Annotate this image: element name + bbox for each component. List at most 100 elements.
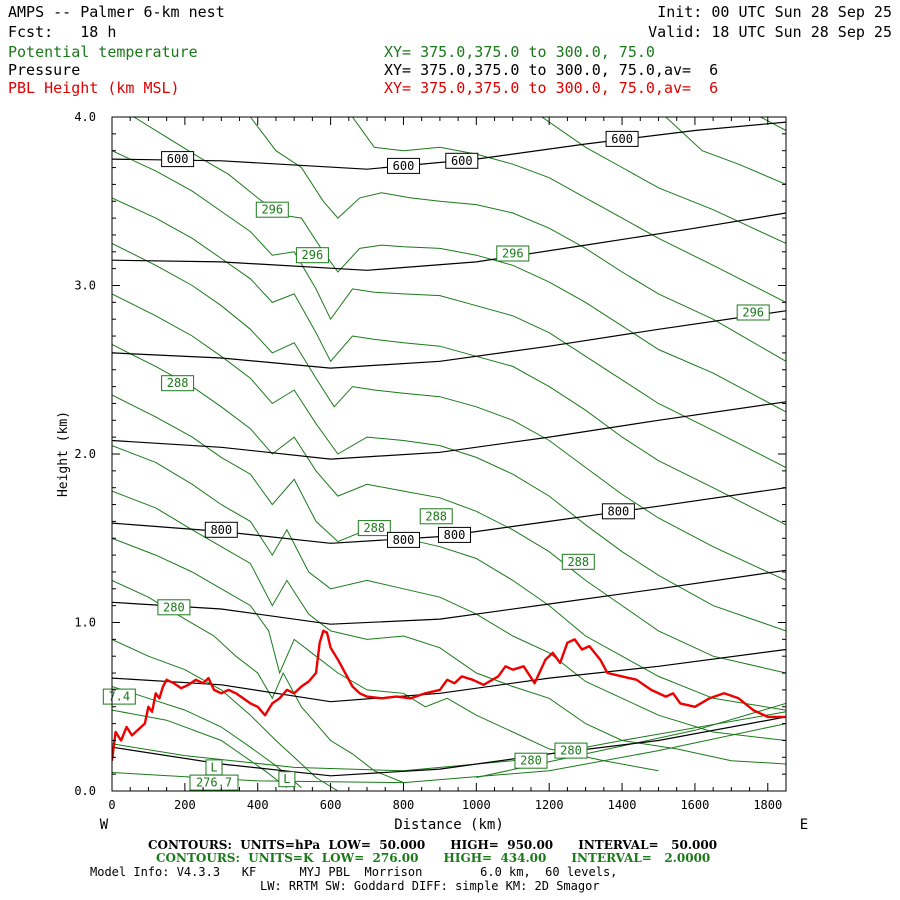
footer-pressure-contours: CONTOURS: UNITS=hPa LOW= 50.000 HIGH= 95… (148, 838, 718, 852)
footer-physics-info: LW: RRTM SW: Goddard DIFF: simple KM: 2D… (260, 879, 600, 893)
theta-contour-306 (112, 150, 786, 468)
east-label: E (800, 817, 808, 833)
pressure-contour-label: 800 (204, 521, 238, 538)
theta-contour-label: 296 (255, 201, 289, 218)
y-tick-label: 1.0 (74, 616, 96, 630)
pressure-contour-600 (112, 212, 786, 271)
svg-text:296: 296 (502, 247, 524, 261)
x-tick-label: 1200 (535, 798, 564, 812)
footer-model-info: Model Info: V4.3.3 KF MYJ PBL Morrison 6… (90, 865, 618, 879)
pressure-contour-700 (112, 401, 786, 460)
pressure-contour-label: 800 (387, 531, 420, 548)
svg-text:280: 280 (560, 744, 582, 758)
svg-text:276.7: 276.7 (196, 776, 232, 790)
axes: 0 200 400 600 800 1000 1200 1400 1600 1800 0.0 1.0 2… (74, 110, 786, 812)
theta-contour-302 (112, 242, 786, 581)
svg-text:600: 600 (451, 154, 473, 168)
theta-contour-label: 280 (514, 752, 548, 769)
svg-text:7.4: 7.4 (108, 690, 130, 704)
theta-contour-label: L (205, 759, 223, 776)
y-axis-label: Height (km) (56, 411, 71, 497)
theta-contour-label: L (278, 771, 296, 788)
theta-contour-294 (112, 445, 786, 741)
legend-pressure-xy: XY= 375.0,375.0 to 300.0, 75.0,av= 6 (384, 61, 719, 79)
svg-text:288: 288 (363, 521, 385, 535)
theta-contour-label: 280 (157, 599, 191, 616)
valid-time: Valid: 18 UTC Sun 28 Sep 25 (648, 23, 892, 41)
pressure-contour-label: 600 (387, 157, 420, 174)
pressure-contour-label: 600 (445, 152, 479, 169)
theta-contour-288 (112, 579, 404, 784)
forecast-hour: Fcst: 18 h (8, 23, 117, 41)
pressure-contour-label: 800 (601, 503, 635, 520)
svg-text:L: L (210, 760, 217, 774)
footer-theta-contours: CONTOURS: UNITS=K LOW= 276.00 HIGH= 434.… (156, 851, 711, 865)
pbl-height-series (112, 629, 786, 761)
pressure-contour-label: 600 (161, 151, 195, 168)
legend-pbl-name: PBL Height (km MSL) (8, 79, 180, 97)
y-tick-label: 0.0 (74, 784, 96, 798)
legend-theta-xy: XY= 375.0,375.0 to 300.0, 75.0 (384, 43, 655, 61)
theta-contour-282 (112, 709, 288, 788)
legend-pbl-xy: XY= 375.0,375.0 to 300.0, 75.0,av= 6 (384, 79, 719, 97)
theta-contour-310 (250, 117, 786, 362)
pressure-contour-label: 600 (605, 130, 639, 147)
svg-text:L: L (283, 772, 290, 786)
svg-text:800: 800 (444, 528, 466, 542)
pressure-contour-650 (112, 310, 786, 369)
theta-contour-292 (112, 490, 786, 765)
theta-contour-314 (541, 117, 786, 244)
x-tick-label: 400 (247, 798, 269, 812)
y-tick-label: 2.0 (74, 447, 96, 461)
pbl-height-line (112, 629, 786, 761)
svg-text:800: 800 (210, 523, 232, 537)
theta-contour-284 (112, 686, 302, 788)
svg-text:296: 296 (742, 306, 764, 320)
svg-text:800: 800 (608, 504, 630, 518)
x-tick-label: 1800 (753, 798, 782, 812)
contour-labels: 296 296 296 296 288 288 288 288 280 280 280 7.4 L 276… (102, 130, 770, 791)
west-label: W (100, 817, 109, 833)
theta-contour-290 (112, 537, 659, 772)
legend-theta-name: Potential temperature (8, 43, 198, 61)
x-axis-label: Distance (km) (394, 817, 504, 833)
svg-text:600: 600 (611, 132, 633, 146)
x-tick-label: 200 (174, 798, 196, 812)
svg-text:288: 288 (425, 509, 447, 523)
theta-contour-label: 288 (161, 375, 195, 392)
x-tick-label: 1000 (462, 798, 491, 812)
theta-contour-label: 288 (357, 520, 391, 537)
y-tick-label: 3.0 (74, 279, 96, 293)
svg-text:296: 296 (261, 203, 283, 217)
theta-contour-label: 288 (419, 508, 453, 525)
svg-text:288: 288 (567, 555, 589, 569)
svg-text:280: 280 (163, 600, 185, 614)
theta-contour-308 (133, 117, 786, 413)
x-tick-label: 1600 (680, 798, 709, 812)
y-tick-label: 4.0 (74, 110, 96, 124)
pressure-contour-800 (112, 569, 786, 625)
theta-contour-298 (112, 344, 786, 674)
svg-text:280: 280 (520, 754, 542, 768)
legend-pressure-name: Pressure (8, 61, 81, 79)
header-title: AMPS -- Palmer 6-km nest (8, 3, 225, 21)
theta-contour-312 (352, 117, 786, 303)
svg-text:288: 288 (167, 376, 189, 390)
x-tick-label: 1400 (608, 798, 637, 812)
x-tick-label: 600 (320, 798, 342, 812)
theta-contour-label: 296 (496, 245, 530, 262)
theta-contour-316 (665, 117, 786, 185)
theta-contour-label: 296 (295, 247, 329, 264)
svg-text:600: 600 (167, 152, 189, 166)
svg-text:600: 600 (393, 159, 415, 173)
theta-contour-286 (112, 638, 339, 791)
x-tick-label: 0 (108, 798, 115, 812)
pressure-contour-label: 800 (438, 526, 471, 543)
svg-text:800: 800 (393, 533, 415, 547)
svg-text:296: 296 (302, 248, 324, 262)
theta-contour-label: 7.4 (102, 688, 136, 705)
theta-contour-label: 276.7 (189, 774, 239, 791)
theta-contour-label: 280 (554, 742, 588, 759)
x-tick-label: 800 (393, 798, 415, 812)
